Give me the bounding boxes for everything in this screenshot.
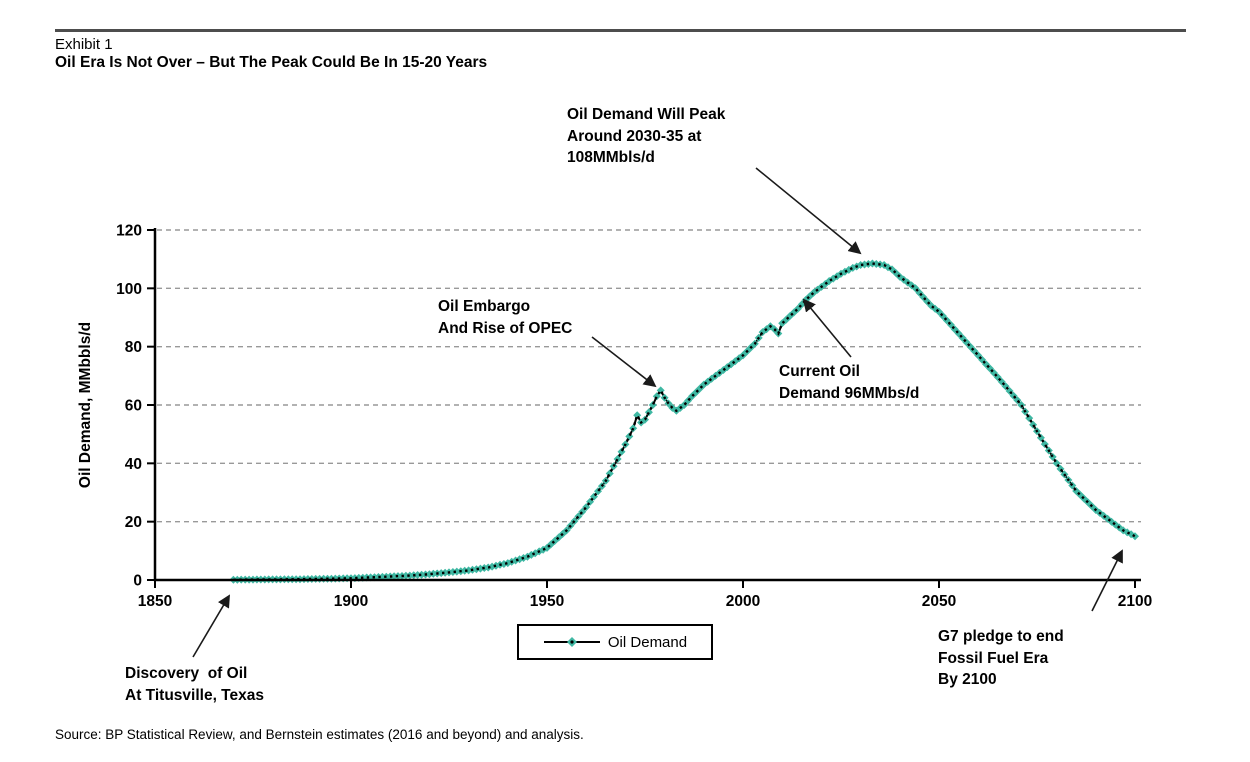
y-tick-label: 20 [125, 514, 142, 531]
annotation-peak-demand: Oil Demand Will Peak Around 2030-35 at 1… [567, 106, 726, 166]
legend-line-marker-icon [543, 637, 600, 647]
x-tick-label: 1950 [530, 593, 564, 610]
discovery-arrow [192, 594, 230, 658]
annotation-oil-embargo: Oil Embargo And Rise of OPEC [438, 298, 573, 337]
source-note: Source: BP Statistical Review, and Berns… [55, 727, 584, 742]
peak-arrow [755, 167, 862, 255]
x-tick-label: 2000 [726, 593, 760, 610]
y-axis-title: Oil Demand, MMbbls/d [77, 321, 94, 489]
legend-label: Oil Demand [607, 633, 688, 651]
annotation-arrows [192, 167, 1123, 658]
gridlines [157, 229, 1141, 523]
x-tick-label: 1900 [334, 593, 368, 610]
legend: Oil Demand [517, 624, 713, 660]
chart-title: Oil Era Is Not Over – But The Peak Could… [55, 54, 488, 71]
axes [147, 228, 1141, 588]
g7-arrow [1091, 549, 1123, 612]
y-tick-label: 100 [116, 281, 142, 298]
x-tick-label: 1850 [138, 593, 172, 610]
annotation-oil-discovery: Discovery of Oil At Titusville, Texas [125, 665, 264, 704]
oil-demand-series [229, 259, 1139, 584]
y-tick-label: 80 [125, 339, 142, 356]
current-arrow [802, 298, 852, 358]
annotation-g7-pledge: G7 pledge to end Fossil Fuel Era By 2100 [938, 628, 1064, 688]
y-tick-label: 60 [125, 398, 142, 415]
x-tick-label: 2050 [922, 593, 956, 610]
y-tick-label: 40 [125, 456, 142, 473]
exhibit-label: Exhibit 1 [55, 36, 113, 53]
embargo-arrow [591, 336, 657, 388]
annotation-current-demand: Current Oil Demand 96MMbs/d [779, 363, 920, 402]
y-tick-label: 120 [116, 223, 142, 240]
y-tick-label: 0 [133, 573, 142, 590]
top-divider-rule [55, 29, 1186, 32]
tick-labels: 0 20 40 60 80 100 120 1850 1900 1950 2000 2050 2100 [116, 223, 1152, 611]
series-markers [229, 259, 1139, 584]
x-tick-label: 2100 [1118, 593, 1152, 610]
